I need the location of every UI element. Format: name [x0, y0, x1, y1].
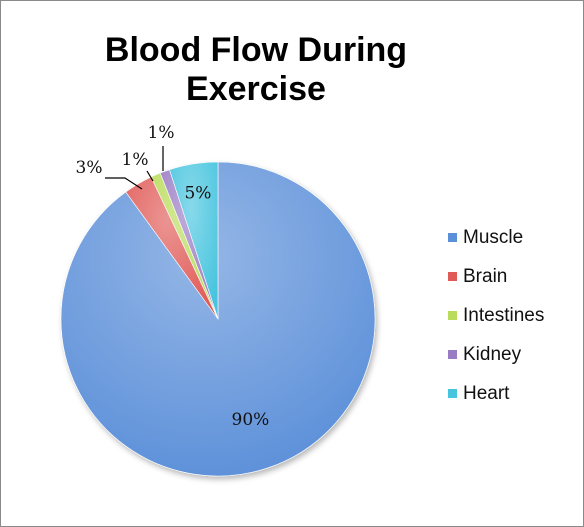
- legend-swatch-brain: [448, 272, 457, 281]
- legend: Muscle Brain Intestines Kidney Heart: [448, 227, 544, 404]
- legend-swatch-intestines: [448, 311, 457, 320]
- legend-label-heart: Heart: [463, 383, 510, 404]
- legend-label-kidney: Kidney: [463, 344, 522, 365]
- chart-title-line-1: Blood Flow During: [105, 31, 407, 69]
- data-label-kidney: 1%: [148, 123, 175, 143]
- legend-label-brain: Brain: [463, 266, 507, 287]
- data-label-heart: 5%: [184, 184, 211, 204]
- leader-line-intestines: [146, 170, 154, 182]
- pie-slices: [60, 161, 376, 477]
- data-label-muscle: 90%: [232, 410, 270, 430]
- pie-slice-heart: [169, 161, 219, 320]
- data-label-intestines: 1%: [122, 150, 149, 170]
- chart-title-line-2: Exercise: [186, 70, 326, 108]
- legend-swatch-heart: [448, 389, 457, 398]
- legend-swatch-kidney: [448, 350, 457, 359]
- data-label-brain: 3%: [76, 158, 103, 178]
- legend-label-intestines: Intestines: [463, 305, 544, 326]
- legend-label-muscle: Muscle: [463, 227, 523, 248]
- legend-swatch-muscle: [448, 233, 457, 242]
- pie-labels: 90% 3% 1% 1% 5%: [76, 123, 270, 430]
- leader-line-brain: [105, 177, 143, 190]
